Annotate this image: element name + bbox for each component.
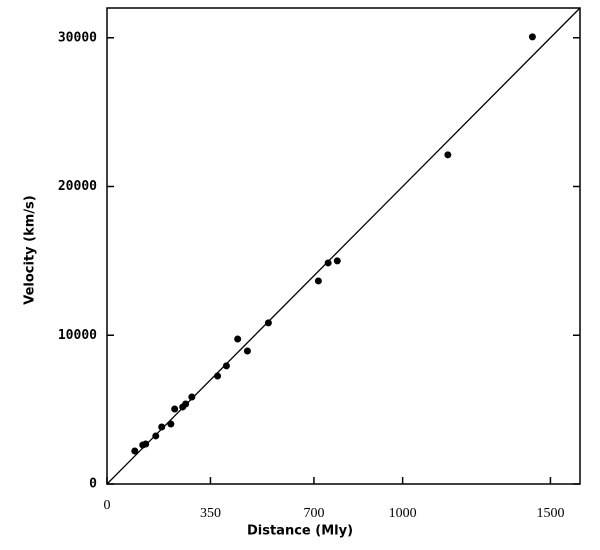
data-point [324,259,332,267]
data-point [167,420,175,428]
x-tick-label: 700 [303,506,324,521]
x-tick-label: 1000 [389,506,417,521]
data-point [444,151,452,159]
y-tick-label: 10000 [58,328,97,343]
data-point [314,277,322,285]
data-point [234,335,242,343]
data-point [243,347,251,355]
data-point [528,33,536,41]
data-point [131,447,139,455]
y-tick-label: 30000 [58,30,97,45]
data-point [182,400,190,408]
plot-frame [106,7,581,485]
x-axis-label: Distance (Mly) [247,524,353,539]
x-tick-label: 0 [104,498,111,513]
data-point [188,393,196,401]
data-point [222,362,230,370]
data-point [214,372,222,380]
data-point [171,405,179,413]
fit-line [106,7,581,485]
y-axis-label: Velocity (km/s) [23,195,38,305]
data-point [158,423,166,431]
data-point [142,440,150,448]
data-point [264,319,272,327]
y-tick-label: 0 [89,477,97,492]
data-point [333,257,341,265]
data-point [152,432,160,440]
y-tick-label: 20000 [58,179,97,194]
x-tick-label: 1500 [536,506,564,521]
x-tick-label: 350 [200,506,221,521]
